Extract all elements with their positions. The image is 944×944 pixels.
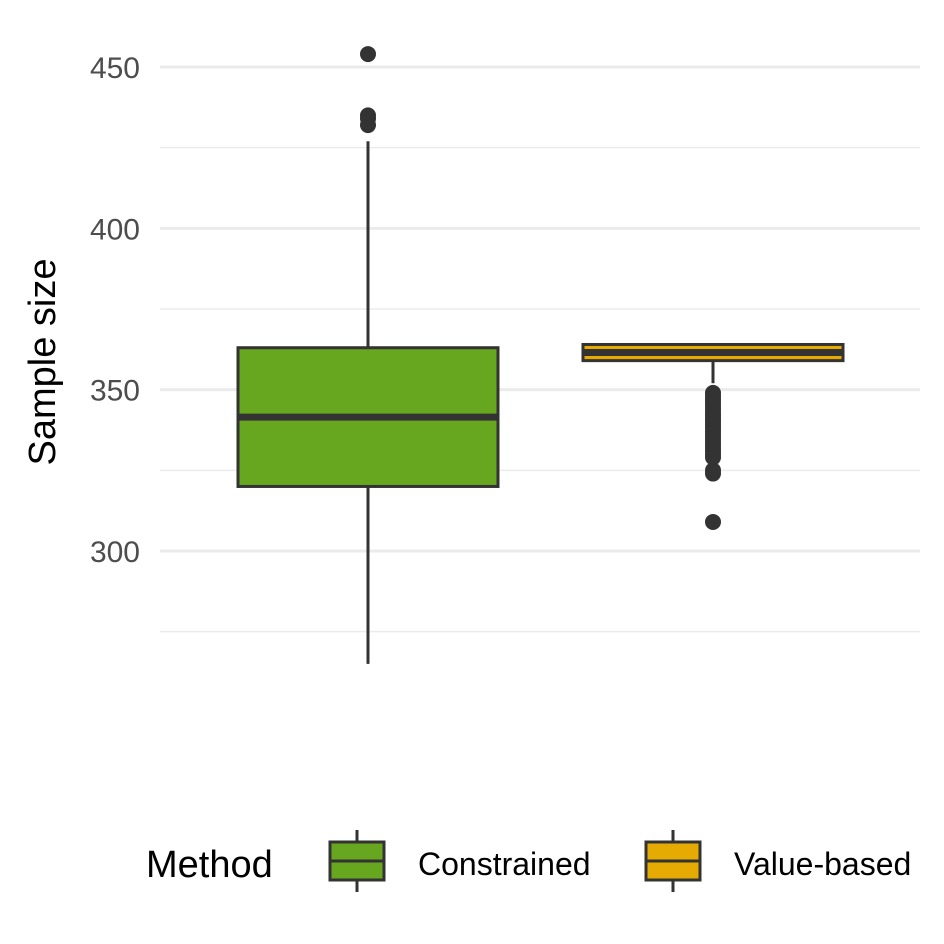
outlier-point	[360, 46, 376, 63]
legend-item-0: Constrained	[328, 830, 591, 892]
y-axis-title: Sample size	[22, 259, 64, 466]
y-tick-label: 400	[90, 213, 140, 246]
legend-title: Method	[146, 844, 273, 886]
y-tick-label: 350	[90, 375, 140, 408]
outlier-point	[705, 513, 721, 530]
boxes	[236, 46, 845, 664]
legend: Method Constrained Value-based	[146, 830, 911, 892]
box-1	[581, 342, 845, 530]
y-axis-tick-labels: 300 350 400 450	[90, 52, 140, 569]
legend-items: Constrained Value-based	[328, 830, 911, 892]
outlier-point	[705, 449, 721, 466]
legend-item-1: Value-based	[644, 830, 911, 892]
legend-label: Value-based	[734, 846, 911, 882]
y-tick-label: 450	[90, 52, 140, 85]
outlier-point	[705, 465, 721, 482]
outlier-point	[360, 107, 376, 124]
box-0	[236, 46, 500, 664]
y-tick-label: 300	[90, 536, 140, 569]
legend-label: Constrained	[418, 846, 591, 882]
